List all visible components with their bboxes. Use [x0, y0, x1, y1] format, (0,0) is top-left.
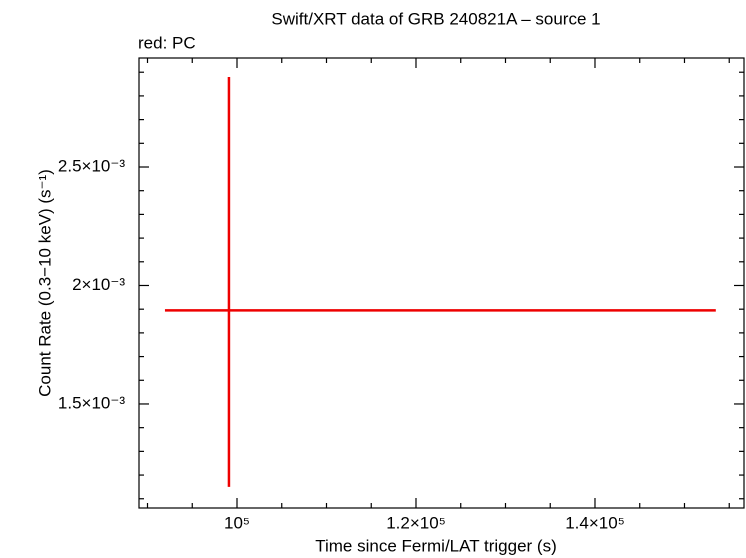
x-tick-label: 1.4×10⁵: [565, 513, 625, 532]
plot-frame: [138, 57, 745, 509]
x-axis-label: Time since Fermi/LAT trigger (s): [315, 536, 557, 555]
x-tick-label: 1.2×10⁵: [386, 513, 446, 532]
chart-title: Swift/XRT data of GRB 240821A – source 1: [271, 9, 600, 28]
y-axis-label: Count Rate (0.3−10 keV) (s⁻¹): [35, 169, 54, 397]
chart-subtitle: red: PC: [138, 33, 196, 52]
x-tick-label: 10⁵: [224, 513, 250, 532]
y-tick-label: 1.5×10⁻³: [58, 393, 125, 412]
y-tick-label: 2.5×10⁻³: [58, 156, 125, 175]
y-tick-label: 2×10⁻³: [72, 275, 125, 294]
